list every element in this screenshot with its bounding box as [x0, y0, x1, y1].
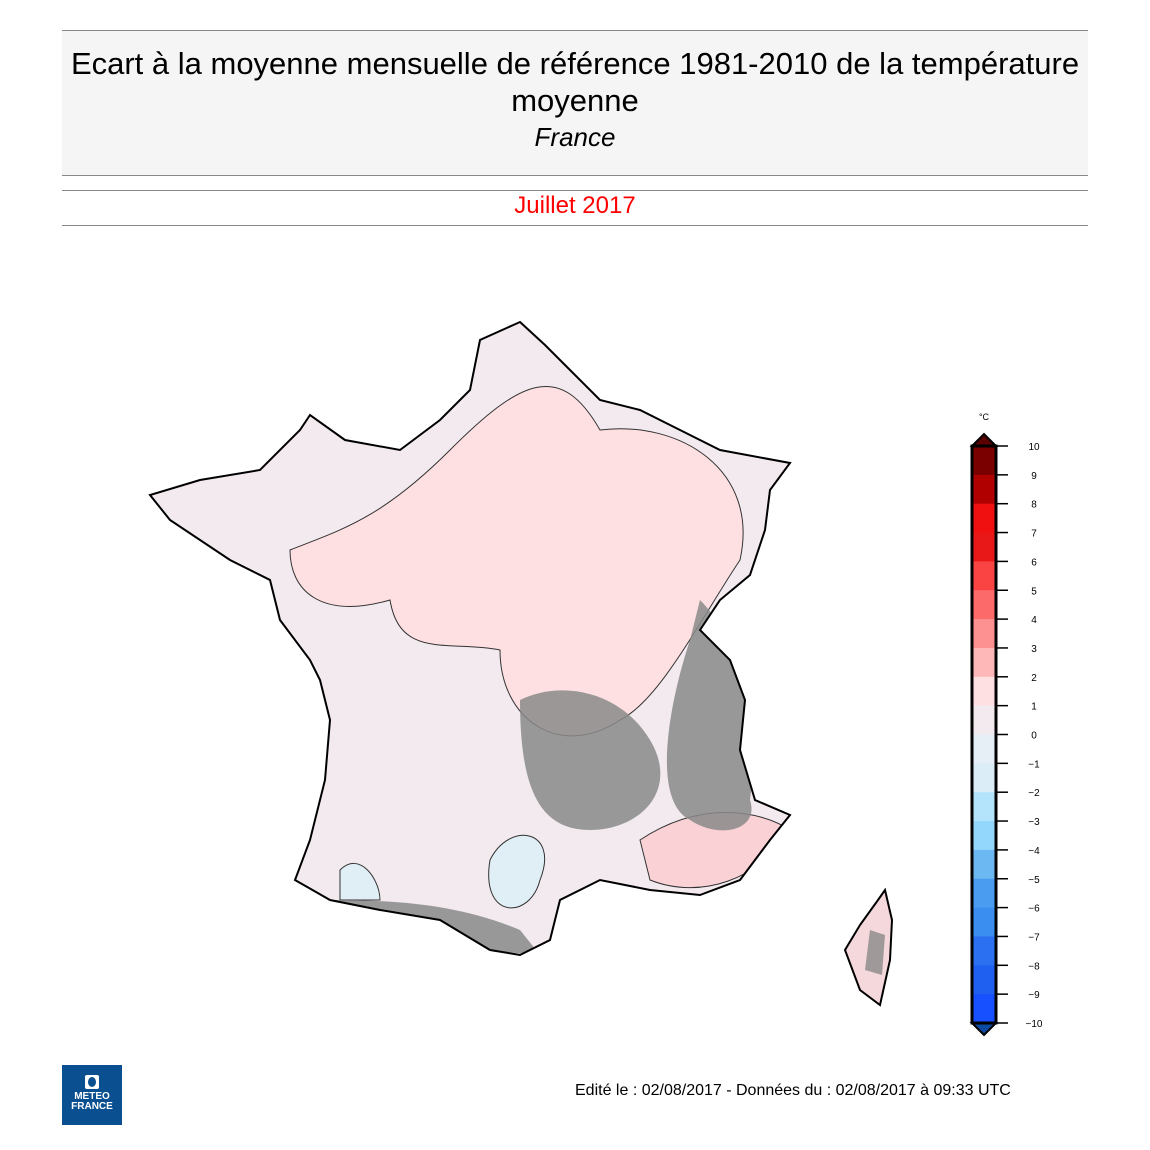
- colorbar-tick-label: 6: [1031, 557, 1037, 568]
- logo-line2: FRANCE: [71, 1101, 113, 1112]
- cool-anomaly-zone: [339, 863, 381, 901]
- map-subtitle: France: [534, 122, 616, 152]
- colorbar-segment: [972, 561, 996, 591]
- colorbar-segment: [972, 676, 996, 707]
- colorbar-tick-label: 5: [1031, 586, 1037, 597]
- colorbar-segment: [972, 590, 996, 620]
- colorbar-tick-label: 9: [1031, 471, 1037, 482]
- colorbar-segment: [972, 474, 996, 505]
- colorbar-segment: [972, 647, 996, 678]
- colorbar-under-triangle: [969, 1022, 999, 1037]
- cool-anomaly-zone: [488, 834, 546, 909]
- colorbar-tick-label: −2: [1028, 788, 1040, 799]
- colorbar-tick-label: 8: [1031, 500, 1037, 511]
- logo-symbol-icon: [85, 1075, 99, 1089]
- colorbar-unit: °C: [979, 412, 990, 422]
- colorbar-tick-label: 0: [1031, 731, 1037, 742]
- map-title: Ecart à la moyenne mensuelle de référenc…: [70, 46, 1080, 118]
- colorbar-segment: [972, 619, 996, 649]
- logo-line1: METEO: [74, 1091, 110, 1102]
- colorbar-segment: [972, 907, 996, 937]
- corsica: [843, 887, 894, 1007]
- colorbar-tick-label: −1: [1028, 759, 1040, 770]
- colorbar-tick-label: −10: [1026, 1019, 1043, 1030]
- colorbar-segment: [972, 994, 996, 1024]
- colorbar-segment: [972, 446, 996, 476]
- colorbar-segment: [972, 792, 996, 822]
- colorbar-tick-label: 2: [1031, 673, 1037, 684]
- period-label: Juillet 2017: [514, 192, 636, 219]
- colorbar-tick-label: 3: [1031, 644, 1037, 655]
- colorbar-tick-label: 1: [1031, 702, 1037, 713]
- colorbar-tick-label: −9: [1028, 990, 1040, 1001]
- colorbar-over-triangle: [969, 432, 999, 447]
- colorbar-segment: [972, 965, 996, 995]
- colorbar-tick-label: −7: [1028, 932, 1040, 943]
- colorbar-tick-label: 10: [1028, 442, 1040, 453]
- colorbar-segment: [972, 763, 996, 793]
- colorbar-segment: [972, 878, 996, 909]
- colorbar-segment: [972, 936, 996, 966]
- colorbar-tick-label: −6: [1028, 904, 1040, 915]
- colorbar-tick-label: −3: [1028, 817, 1040, 828]
- meteo-france-logo: METEO FRANCE: [62, 1065, 122, 1125]
- colorbar-segment: [972, 734, 996, 764]
- colorbar-segment: [972, 705, 996, 735]
- period-box: Juillet 2017: [62, 190, 1088, 226]
- edition-info: Edité le : 02/08/2017 - Données du : 02/…: [575, 1082, 1011, 1099]
- mainland-france: [149, 321, 791, 956]
- colorbar-segment: [972, 532, 996, 562]
- colorbar-segment: [972, 503, 996, 534]
- title-box: Ecart à la moyenne mensuelle de référenc…: [62, 30, 1088, 176]
- colorbar-segment: [972, 849, 996, 880]
- colorbar-tick-label: 7: [1031, 529, 1037, 540]
- colorbar-tick-label: 4: [1031, 615, 1037, 626]
- colorbar-tick-label: −8: [1028, 961, 1040, 972]
- colorbar-tick-label: −4: [1028, 846, 1040, 857]
- relief-massif-central: [520, 690, 661, 830]
- colorbar-segment: [972, 821, 996, 851]
- colorbar-tick-label: −5: [1028, 875, 1040, 886]
